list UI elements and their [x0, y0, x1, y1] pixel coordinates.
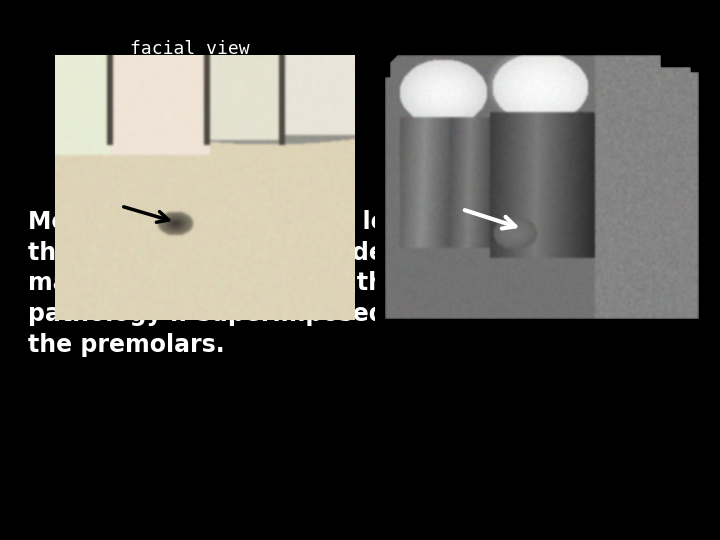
Text: facial view: facial view — [130, 40, 250, 58]
Text: Mental foramen. Usually located midway between
the upper and lower borders of th: Mental foramen. Usually located midway b… — [28, 210, 705, 356]
